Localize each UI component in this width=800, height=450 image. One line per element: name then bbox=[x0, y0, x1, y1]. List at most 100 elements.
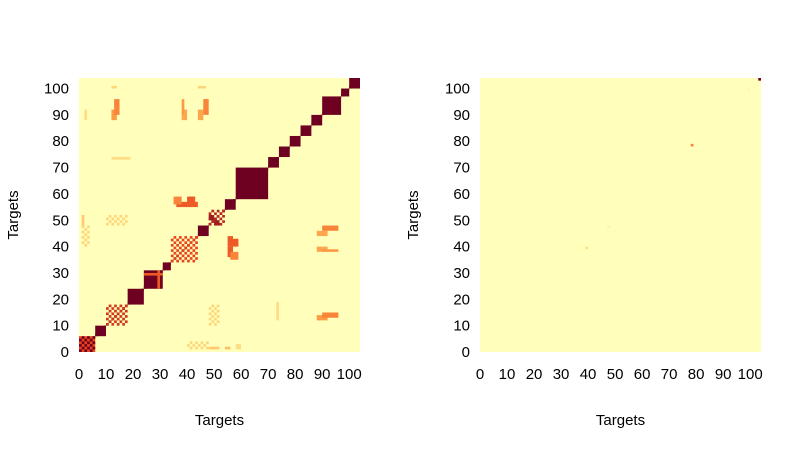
heatmap-cell bbox=[184, 241, 188, 244]
x-tick-label: 20 bbox=[125, 366, 142, 383]
heatmap-cell bbox=[219, 222, 223, 226]
y-tick-label: 20 bbox=[52, 291, 69, 308]
heatmap-cell bbox=[84, 233, 88, 237]
x-tick-label: 60 bbox=[634, 366, 651, 383]
heatmap-cell bbox=[195, 257, 198, 260]
heatmap-cell bbox=[124, 215, 128, 218]
heatmap-cell bbox=[106, 323, 109, 326]
heatmap-cell bbox=[187, 238, 190, 242]
heatmap-cell bbox=[230, 251, 239, 260]
y-tick-label: 90 bbox=[453, 107, 470, 124]
heatmap-cell bbox=[162, 262, 171, 271]
heatmap-cell bbox=[122, 312, 125, 316]
heatmap-cell bbox=[211, 220, 215, 223]
x-axis-label: Targets bbox=[195, 412, 244, 429]
heatmap-cell bbox=[108, 304, 112, 308]
x-tick-label: 90 bbox=[715, 366, 732, 383]
heatmap-cell bbox=[187, 249, 190, 252]
heatmap-cell bbox=[81, 346, 85, 350]
x-tick-label: 100 bbox=[738, 366, 763, 383]
x-tick-label: 10 bbox=[499, 366, 516, 383]
heatmap-cell bbox=[585, 246, 589, 250]
heatmap-cell bbox=[81, 336, 85, 339]
heatmap-cell bbox=[157, 270, 161, 289]
heatmap-cell bbox=[173, 236, 177, 239]
heatmap-cell bbox=[116, 317, 120, 321]
x-tick-label: 60 bbox=[233, 366, 250, 383]
heatmap-cell bbox=[300, 125, 312, 136]
heatmap-cell bbox=[173, 257, 177, 260]
heatmap-cell bbox=[195, 251, 198, 255]
heatmap-cell bbox=[192, 254, 196, 258]
heatmap-cell bbox=[184, 251, 188, 255]
heatmap-cell bbox=[84, 109, 88, 121]
heatmap-cell bbox=[181, 243, 185, 247]
heatmap-cell bbox=[111, 217, 115, 221]
heatmap-cell bbox=[127, 288, 144, 305]
heatmap-cell bbox=[178, 257, 182, 260]
heatmap-cell bbox=[278, 146, 290, 158]
heatmap-cell bbox=[87, 346, 90, 350]
heatmap-cell bbox=[106, 307, 109, 310]
heatmap-cell bbox=[208, 215, 215, 221]
heatmap-cell bbox=[189, 251, 193, 255]
heatmap-cell bbox=[84, 228, 88, 231]
heatmap-cell bbox=[111, 317, 115, 321]
heatmap-cell bbox=[184, 257, 188, 260]
heatmap-cell bbox=[119, 315, 123, 318]
heatmap-cell bbox=[189, 241, 193, 244]
x-tick-label: 80 bbox=[688, 366, 705, 383]
x-tick-label: 50 bbox=[206, 366, 223, 383]
x-axis-label: Targets bbox=[596, 412, 645, 429]
heatmap-cell bbox=[89, 349, 93, 352]
heatmap-cell bbox=[116, 222, 120, 226]
heatmap-cell bbox=[111, 157, 131, 160]
heatmap-cell bbox=[122, 222, 125, 226]
heatmap-cell bbox=[87, 236, 90, 239]
x-tick-label: 40 bbox=[179, 366, 196, 383]
heatmap-cell bbox=[216, 304, 220, 308]
y-tick-label: 10 bbox=[52, 318, 69, 335]
heatmap-cell bbox=[108, 320, 112, 324]
heatmap-cell bbox=[116, 323, 120, 326]
heatmap-cell bbox=[81, 215, 85, 226]
x-tick-label: 30 bbox=[553, 366, 570, 383]
heatmap-cell bbox=[124, 320, 128, 324]
heatmap-cell bbox=[89, 344, 93, 347]
heatmap-cell bbox=[187, 259, 190, 263]
heatmap-cell bbox=[111, 85, 117, 89]
heatmap-cell bbox=[87, 225, 90, 229]
y-axis-label: Targets bbox=[5, 190, 22, 239]
heatmap-cell bbox=[195, 246, 198, 250]
heatmap-cell bbox=[195, 346, 198, 350]
x-tick-label: 70 bbox=[661, 366, 678, 383]
heatmap-cell bbox=[84, 349, 88, 352]
x-tick-label: 40 bbox=[580, 366, 597, 383]
heatmap-cell bbox=[111, 312, 115, 316]
heatmap-cell bbox=[208, 307, 212, 310]
heatmap-cell bbox=[124, 304, 128, 308]
heatmap-cell bbox=[205, 346, 209, 350]
x-tick-label: 20 bbox=[526, 366, 543, 383]
heatmap-cell bbox=[322, 249, 339, 252]
y-tick-label: 90 bbox=[52, 107, 69, 124]
x-tick-label: 0 bbox=[476, 366, 484, 383]
heatmap-cell bbox=[87, 241, 90, 244]
heatmap-cell bbox=[189, 246, 193, 250]
heatmap-cell bbox=[95, 325, 107, 337]
y-tick-label: 30 bbox=[52, 265, 69, 282]
heatmap-cell bbox=[122, 217, 125, 221]
x-tick-label: 0 bbox=[75, 366, 83, 383]
heatmap-cell bbox=[341, 88, 350, 97]
heatmap-cell bbox=[114, 215, 117, 218]
heatmap-cell bbox=[214, 220, 220, 226]
heatmap-cell bbox=[122, 307, 125, 310]
heatmap-cell bbox=[222, 215, 225, 218]
heatmap-cell bbox=[79, 338, 82, 342]
x-tick-label: 100 bbox=[337, 366, 362, 383]
heatmap-cell bbox=[192, 259, 196, 263]
heatmap-cell bbox=[170, 238, 174, 242]
heatmap-cell bbox=[81, 241, 85, 244]
heatmap-cell bbox=[219, 217, 223, 221]
heatmap-cell bbox=[170, 259, 174, 263]
